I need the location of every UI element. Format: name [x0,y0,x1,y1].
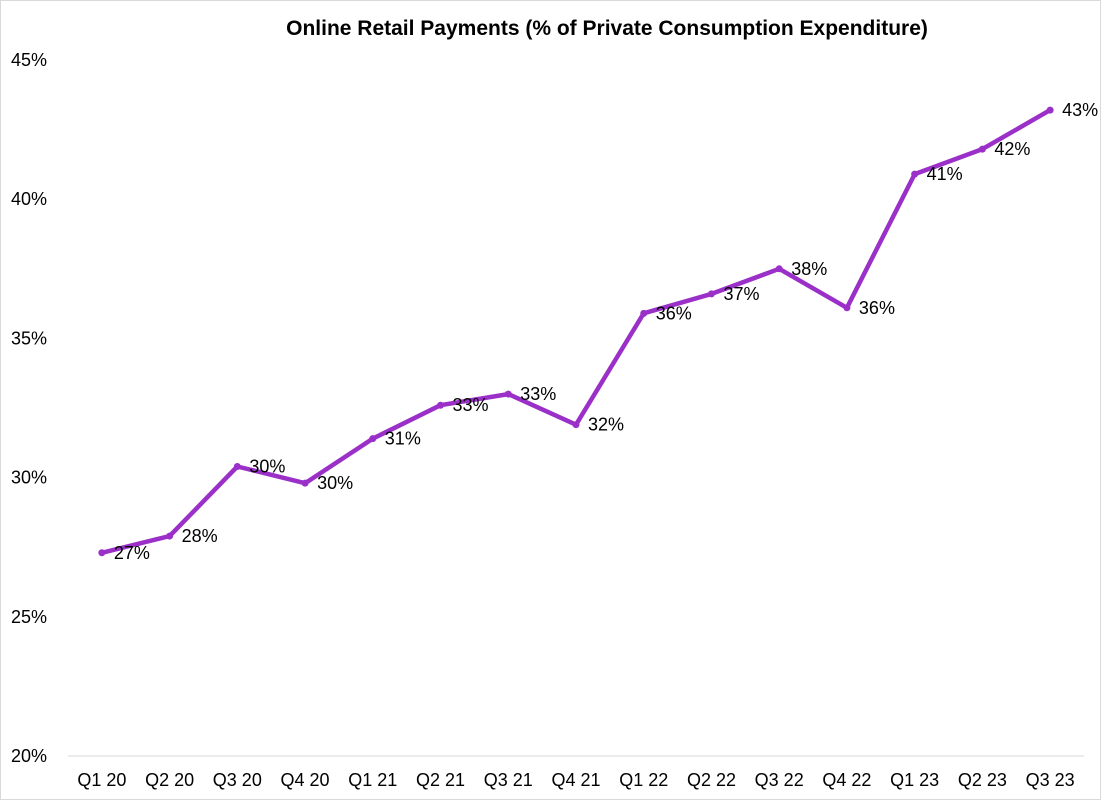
chart-title: Online Retail Payments (% of Private Con… [286,17,928,40]
x-tick-label: Q1 20 [77,770,126,790]
data-point [437,401,445,409]
data-point [775,265,783,273]
x-tick-label: Q4 20 [281,770,330,790]
data-label: 33% [520,384,556,404]
data-label: 41% [927,164,963,184]
series-line [99,107,1053,556]
data-point [1046,106,1054,114]
x-tick-label: Q3 20 [213,770,262,790]
x-tick-label: Q1 23 [890,770,939,790]
data-point [572,421,580,429]
data-point [233,462,241,470]
data-point [301,479,309,487]
data-label: 27% [114,543,150,563]
x-tick-label: Q2 21 [416,770,465,790]
data-point [911,170,919,178]
data-point [369,435,377,443]
data-point [166,532,174,540]
x-tick-label: Q1 21 [348,770,397,790]
y-tick-label: 20% [11,746,47,766]
data-point [978,145,986,153]
x-tick-label: Q4 21 [551,770,600,790]
x-tick-label: Q2 22 [687,770,736,790]
data-point [707,290,715,298]
y-tick-label: 40% [11,189,47,209]
x-tick-label: Q4 22 [822,770,871,790]
data-point [843,304,851,312]
x-tick-label: Q3 22 [755,770,804,790]
y-tick-label: 30% [11,468,47,488]
x-tick-label: Q1 22 [619,770,668,790]
x-tick-label: Q3 23 [1026,770,1075,790]
x-tick-label: Q2 23 [958,770,1007,790]
x-tick-label: Q2 20 [145,770,194,790]
data-label: 36% [656,303,692,323]
x-tick-label: Q3 21 [484,770,533,790]
data-label: 37% [723,284,759,304]
data-label: 31% [385,429,421,449]
data-point [98,549,106,557]
y-tick-label: 45% [11,50,47,70]
data-label: 36% [859,298,895,318]
data-label: 32% [588,415,624,435]
data-label: 30% [317,473,353,493]
data-point [640,309,648,317]
data-label: 28% [182,526,218,546]
data-label: 38% [791,259,827,279]
data-point [504,390,512,398]
data-label: 33% [453,395,489,415]
data-label: 42% [994,139,1030,159]
y-tick-label: 35% [11,328,47,348]
y-tick-label: 25% [11,607,47,627]
data-label: 43% [1062,100,1098,120]
data-label: 30% [249,456,285,476]
